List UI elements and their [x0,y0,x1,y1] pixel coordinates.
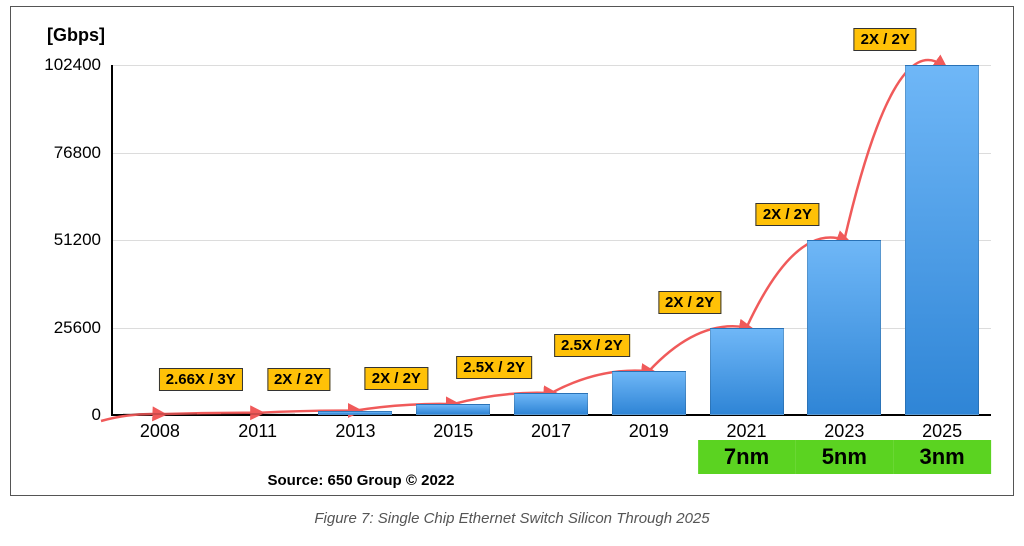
growth-badge: 2.5X / 2Y [554,334,630,357]
process-node-label: 5nm [795,440,893,474]
growth-badge: 2X / 2Y [365,367,428,390]
bar [905,65,979,415]
bar [123,413,197,415]
growth-badge: 2X / 2Y [756,203,819,226]
x-tick-label: 2017 [511,421,591,442]
process-node-label: 3nm [893,440,991,474]
x-tick-label: 2011 [218,421,298,442]
x-tick-label: 2021 [707,421,787,442]
growth-badge: 2.5X / 2Y [456,356,532,379]
figure-caption: Figure 7: Single Chip Ethernet Switch Si… [10,510,1014,527]
bar [416,404,490,415]
source-text: Source: 650 Group © 2022 [11,472,711,489]
x-tick-label: 2025 [902,421,982,442]
chart-frame: [Gbps] 0 25600 51200 76800 102400 2.66X / 3Y… [10,6,1014,496]
x-tick-label: 2023 [804,421,884,442]
bar [612,371,686,415]
bar [807,240,881,415]
x-tick-label: 2013 [315,421,395,442]
y-axis-title: [Gbps] [47,25,105,46]
process-node-label: 7nm [698,440,796,474]
x-tick-label: 2019 [609,421,689,442]
y-tick-label: 51200 [54,230,101,250]
bar [221,413,295,415]
bar [318,411,392,415]
y-tick-label: 102400 [44,55,101,75]
bar [514,393,588,415]
plot-area: 2.66X / 3Y 2X / 2Y 2X / 2Y 2.5X / 2Y 2.5X / … [111,65,991,415]
growth-badge: 2X / 2Y [267,368,330,391]
x-tick-label: 2008 [120,421,200,442]
y-tick-label: 25600 [54,318,101,338]
y-tick-label: 76800 [54,143,101,163]
x-tick-label: 2015 [413,421,493,442]
growth-badge: 2X / 2Y [658,291,721,314]
growth-badge: 2.66X / 3Y [159,368,243,391]
y-tick-label: 0 [92,405,101,425]
growth-badge: 2X / 2Y [854,28,917,51]
bar [710,328,784,416]
